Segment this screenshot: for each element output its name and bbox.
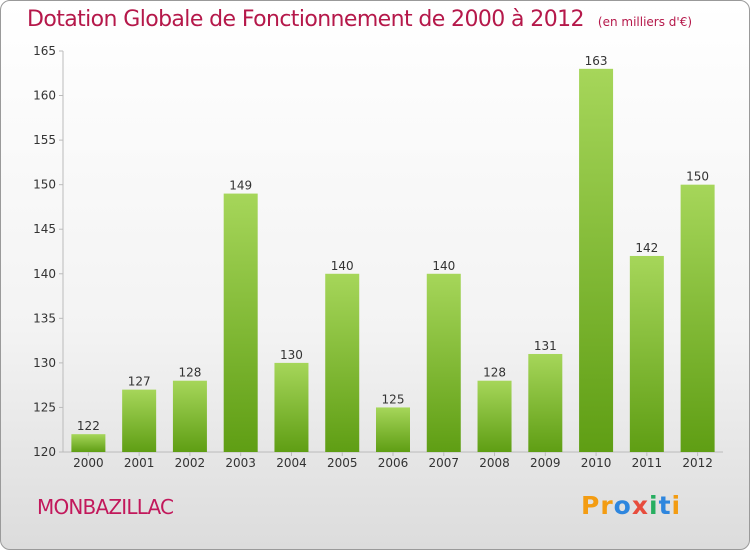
value-label: 125 bbox=[382, 392, 405, 406]
value-label: 127 bbox=[128, 375, 151, 389]
x-tick-label: 2005 bbox=[327, 456, 358, 470]
x-tick-label: 2007 bbox=[428, 456, 459, 470]
logo-letter: t bbox=[658, 491, 672, 520]
value-label: 140 bbox=[331, 259, 354, 273]
x-tick-label: 2011 bbox=[632, 456, 663, 470]
x-tick-label: 2002 bbox=[175, 456, 206, 470]
chart-subtitle: (en milliers d'€) bbox=[597, 15, 693, 29]
value-label: 150 bbox=[686, 170, 709, 184]
x-tick-label: 2009 bbox=[530, 456, 561, 470]
bar-2003 bbox=[223, 193, 258, 453]
bar-2004 bbox=[274, 362, 309, 452]
x-tick-label: 2008 bbox=[479, 456, 510, 470]
x-tick-label: 2001 bbox=[124, 456, 155, 470]
value-label: 122 bbox=[77, 419, 100, 433]
bar-2002 bbox=[172, 380, 207, 452]
y-tick-label: 160 bbox=[33, 89, 56, 103]
logo-letter: i bbox=[649, 491, 659, 520]
proxiti-logo: Proxiti bbox=[581, 491, 681, 520]
value-label: 128 bbox=[483, 366, 506, 380]
x-tick-label: 2010 bbox=[581, 456, 612, 470]
x-tick-label: 2000 bbox=[73, 456, 104, 470]
bar-2011 bbox=[629, 255, 664, 452]
value-label: 130 bbox=[280, 348, 303, 362]
y-tick-label: 130 bbox=[33, 356, 56, 370]
bar-2001 bbox=[122, 389, 157, 452]
value-label: 140 bbox=[432, 259, 455, 273]
y-tick-label: 125 bbox=[33, 400, 56, 414]
y-tick-label: 165 bbox=[33, 44, 56, 58]
y-tick-label: 155 bbox=[33, 133, 56, 147]
logo-letter: P bbox=[581, 491, 601, 520]
logo-letter: i bbox=[671, 491, 682, 520]
value-label: 163 bbox=[585, 54, 608, 68]
logo-letter: o bbox=[613, 491, 632, 520]
bar-2000 bbox=[71, 434, 106, 452]
y-tick-label: 135 bbox=[33, 311, 56, 325]
bar-2006 bbox=[376, 407, 410, 452]
y-tick-label: 145 bbox=[33, 222, 56, 236]
chart-title: Dotation Globale de Fonctionnement de 20… bbox=[27, 7, 692, 32]
chart-title-text: Dotation Globale de Fonctionnement de 20… bbox=[27, 7, 585, 32]
bar-2009 bbox=[528, 353, 563, 452]
value-label: 131 bbox=[534, 339, 557, 353]
bar-2010 bbox=[579, 68, 614, 453]
bar-2007 bbox=[426, 273, 461, 452]
bar-2008 bbox=[477, 380, 512, 452]
x-tick-label: 2004 bbox=[276, 456, 307, 470]
bar-2012 bbox=[680, 184, 715, 452]
y-tick-label: 140 bbox=[33, 267, 56, 281]
y-tick-label: 150 bbox=[33, 178, 56, 192]
bar-2005 bbox=[325, 273, 360, 452]
x-tick-label: 2003 bbox=[225, 456, 256, 470]
x-tick-label: 2012 bbox=[682, 456, 713, 470]
y-tick-label: 120 bbox=[33, 445, 56, 459]
logo-letter: r bbox=[600, 491, 614, 520]
logo-letter: x bbox=[631, 491, 649, 520]
x-tick-label: 2006 bbox=[378, 456, 409, 470]
town-name: MONBAZILLAC bbox=[37, 495, 174, 519]
value-label: 142 bbox=[635, 241, 658, 255]
value-label: 128 bbox=[178, 366, 201, 380]
value-label: 149 bbox=[229, 179, 252, 193]
